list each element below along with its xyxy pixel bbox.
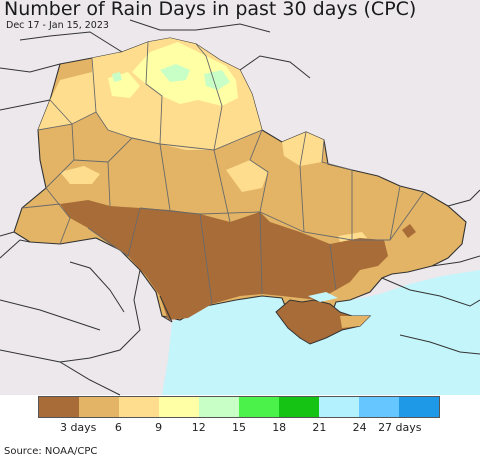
legend-tick: 27 days <box>378 421 422 434</box>
legend-swatch-9 <box>359 397 399 417</box>
legend-tick: 12 <box>191 421 206 434</box>
legend-tick: 18 <box>272 421 287 434</box>
map-date-range: Dec 17 - Jan 15, 2023 <box>6 20 109 31</box>
region-green-3 <box>112 72 122 82</box>
region-east-brown-spot <box>402 224 416 238</box>
crimea-east-light <box>340 316 370 328</box>
legend-swatch-7 <box>279 397 319 417</box>
legend-swatch-3 <box>119 397 159 417</box>
legend-swatch-4 <box>159 397 199 417</box>
legend-tick: 6 <box>114 421 122 434</box>
legend-tick: 15 <box>232 421 246 434</box>
region-southwest-light <box>60 166 100 184</box>
region-northwest-light <box>38 72 96 130</box>
region-east-light <box>226 160 268 192</box>
legend-tick: 21 <box>312 421 327 434</box>
neighbor-borders <box>0 19 480 396</box>
region-green-1 <box>160 64 190 82</box>
map-title: Number of Rain Days in past 30 days (CPC… <box>4 0 417 20</box>
legend-swatch-5 <box>199 397 239 417</box>
legend-swatch-6 <box>239 397 279 417</box>
legend-tick: 24 <box>352 421 367 434</box>
legend-swatch-1 <box>39 397 79 417</box>
legend-colorbar <box>38 396 440 418</box>
region-green-2 <box>204 70 230 90</box>
legend-tick: 3 days <box>59 421 97 434</box>
azov-inlet <box>308 292 338 302</box>
legend-ticks: 3 days 6 9 12 15 18 21 24 27 days <box>38 421 440 435</box>
legend-swatch-2 <box>79 397 119 417</box>
legend-swatch-8 <box>319 397 359 417</box>
source-credit: Source: NOAA/CPC <box>4 446 98 457</box>
region-borders <box>21 41 425 305</box>
legend-tick: 9 <box>155 421 163 434</box>
legend-swatch-10 <box>399 397 439 417</box>
region-south-brown <box>60 200 388 320</box>
